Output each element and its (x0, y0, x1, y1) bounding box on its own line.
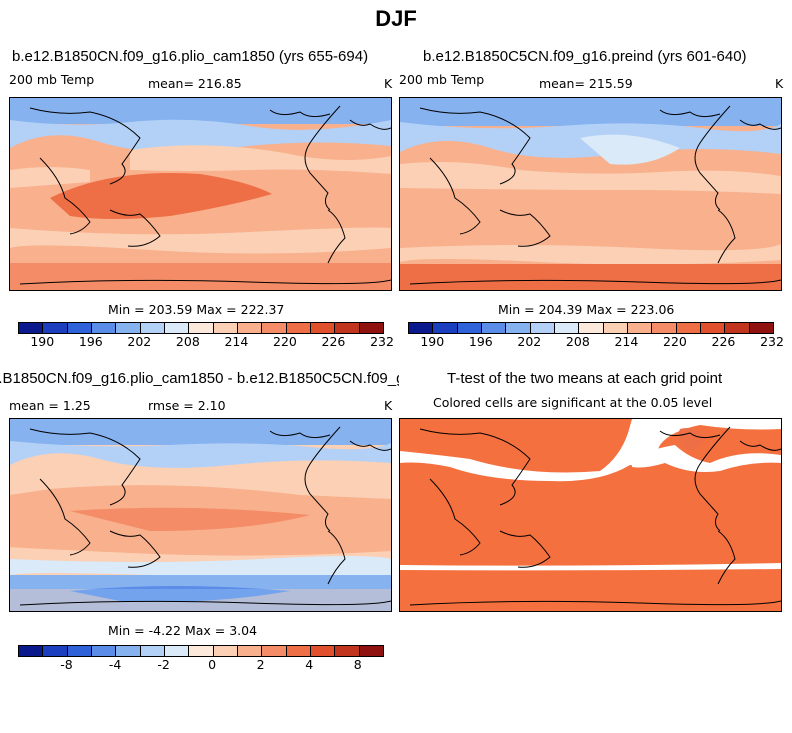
colorbar-tick-label: 190 (420, 334, 445, 349)
colorbar-swatch (603, 323, 628, 333)
colorbar-tick-label: 226 (321, 334, 346, 349)
colorbar-tick-label: 190 (30, 334, 55, 349)
colorbar-swatch (262, 646, 287, 656)
panel2-title: b.e12.B1850C5CN.f09_g16.preind (yrs 601-… (423, 48, 747, 65)
colorbar-swatch (481, 323, 507, 333)
colorbar-tick-label: -2 (157, 657, 170, 672)
colorbar-swatch (286, 646, 311, 656)
colorbar-swatch (189, 646, 214, 656)
panel2-mean: mean= 215.59 (539, 76, 633, 91)
panel4-subtitle: Colored cells are significant at the 0.0… (433, 395, 713, 410)
panel2-colorbar-ticks: 190 196 202 208 214 220 226 232 (408, 334, 784, 350)
colorbar-swatch (91, 323, 117, 333)
colorbar-tick-label: 196 (78, 334, 103, 349)
colorbar-swatch (359, 646, 383, 656)
colorbar-swatch (579, 323, 604, 333)
colorbar-swatch (433, 323, 458, 333)
colorbar-swatch (676, 323, 701, 333)
colorbar-swatch (140, 646, 165, 656)
panel1-mean: mean= 216.85 (148, 76, 242, 91)
panel1-variable: 200 mb Temp (9, 72, 95, 87)
colorbar-tick-label: 220 (662, 334, 687, 349)
colorbar-tick-label: -4 (108, 657, 122, 672)
colorbar-tick-label: 4 (305, 657, 314, 672)
panel3-colorbar (18, 645, 384, 657)
colorbar-swatch (213, 646, 238, 656)
colorbar-swatch (237, 323, 263, 333)
colorbar-tick-label: -8 (60, 657, 73, 672)
panel3-units: K (384, 398, 393, 413)
colorbar-tick-label: 232 (760, 334, 784, 349)
colorbar-tick-label: 214 (224, 334, 249, 349)
colorbar-tick-label: 0 (208, 657, 217, 672)
colorbar-swatch (530, 323, 555, 333)
panel4-map (399, 418, 782, 612)
colorbar-tick-label: 208 (565, 334, 590, 349)
panel3-colorbar-ticks: -8 -4 -2 0 2 4 8 (18, 657, 382, 673)
colorbar-tick-label: 196 (468, 334, 493, 349)
colorbar-tick-label: 208 (175, 334, 200, 349)
panel2-variable: 200 mb Temp (399, 72, 485, 87)
colorbar-swatch (43, 646, 68, 656)
panel3-minmax: Min = -4.22 Max = 3.04 (108, 623, 258, 638)
panel2-colorbar (408, 322, 774, 334)
colorbar-swatch (627, 323, 653, 333)
colorbar-swatch (262, 323, 287, 333)
panel1-map (9, 97, 392, 291)
colorbar-swatch (164, 323, 190, 333)
colorbar-swatch (116, 323, 141, 333)
colorbar-swatch (652, 323, 677, 333)
colorbar-swatch (409, 323, 434, 333)
colorbar-swatch (116, 646, 141, 656)
colorbar-swatch (91, 646, 117, 656)
colorbar-tick-label: 214 (614, 334, 639, 349)
colorbar-swatch (506, 323, 531, 333)
figure-title: DJF (375, 6, 417, 31)
colorbar-swatch (700, 323, 726, 333)
colorbar-swatch (19, 323, 44, 333)
panel1-colorbar (18, 322, 384, 334)
colorbar-swatch (457, 323, 482, 333)
colorbar-swatch (140, 323, 165, 333)
colorbar-swatch (189, 323, 214, 333)
panel2-units: K (775, 76, 784, 91)
panel3-rmse: rmse = 2.10 (148, 398, 226, 413)
colorbar-swatch (237, 646, 263, 656)
panel1-units: K (384, 76, 393, 91)
colorbar-swatch (213, 323, 238, 333)
colorbar-swatch (286, 323, 311, 333)
colorbar-swatch (335, 646, 360, 656)
colorbar-swatch (359, 323, 383, 333)
colorbar-tick-label: 202 (127, 334, 152, 349)
colorbar-swatch (310, 323, 336, 333)
colorbar-swatch (67, 646, 92, 656)
panel2-minmax: Min = 204.39 Max = 223.06 (498, 302, 675, 317)
colorbar-swatch (554, 323, 580, 333)
colorbar-tick-label: 202 (517, 334, 542, 349)
panel1-title: b.e12.B1850CN.f09_g16.plio_cam1850 (yrs … (12, 48, 369, 65)
panel4-title: T-test of the two means at each grid poi… (447, 370, 723, 387)
panel3-mean: mean = 1.25 (9, 398, 91, 413)
panel1-minmax: Min = 203.59 Max = 222.37 (108, 302, 285, 317)
colorbar-swatch (749, 323, 773, 333)
colorbar-tick-label: 2 (256, 657, 265, 672)
colorbar-swatch (164, 646, 190, 656)
panel3-map (9, 418, 392, 612)
colorbar-swatch (335, 323, 360, 333)
colorbar-tick-label: 226 (711, 334, 736, 349)
panel3-title: b.e12.B1850CN.f09_g16.plio_cam1850 - b.e… (0, 370, 399, 387)
panel1-colorbar-ticks: 190 196 202 208 214 220 226 232 (18, 334, 394, 350)
colorbar-swatch (725, 323, 750, 333)
colorbar-swatch (19, 646, 44, 656)
colorbar-tick-label: 8 (353, 657, 362, 672)
panel2-map (399, 97, 782, 291)
colorbar-swatch (67, 323, 92, 333)
colorbar-swatch (43, 323, 68, 333)
colorbar-swatch (310, 646, 336, 656)
colorbar-tick-label: 220 (272, 334, 297, 349)
colorbar-tick-label: 232 (370, 334, 394, 349)
